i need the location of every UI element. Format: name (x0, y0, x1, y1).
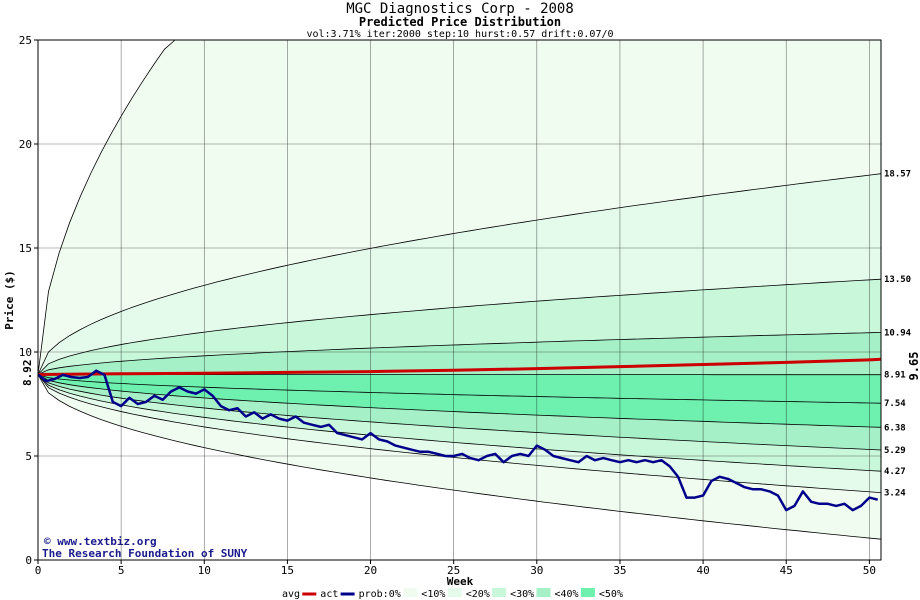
probability-band-1 (38, 173, 881, 375)
legend-label-4: <20% (466, 589, 490, 600)
quantile-curve-7 (37, 374, 882, 451)
price-series (37, 357, 882, 512)
quantile-curve-9 (37, 374, 882, 493)
probability-band-7 (38, 374, 881, 472)
y-axis-ticks: 0 5 10 15 20 25 (19, 34, 38, 567)
quantile-curve-3 (37, 332, 882, 375)
legend-label-5: <30% (510, 589, 534, 600)
y-tick-label-0: 0 (25, 554, 32, 567)
legend-swatch-6 (580, 588, 595, 597)
end-label-8.91: 8.91 (884, 371, 906, 381)
legend-label-3: <10% (421, 589, 445, 600)
legend-swatch-5 (536, 588, 551, 597)
credits: © www.textbiz.org The Research Foundatio… (42, 535, 248, 560)
quantile-curve-5 (37, 374, 882, 404)
legend-label-2: prob:0% (359, 589, 401, 600)
chart-params: vol:3.71% iter:2000 step:10 hurst:0.57 d… (306, 29, 613, 40)
legend-swatch-3 (447, 588, 462, 597)
quantile-curve-1 (37, 173, 882, 375)
end-label-18.57: 18.57 (884, 170, 911, 180)
legend: avg act prob:0% <10% <20% <30% <40% <50% (282, 588, 623, 600)
quantile-curve-8 (37, 374, 882, 472)
quantile-curve-6 (37, 374, 882, 428)
chart-subtitle: Predicted Price Distribution (359, 15, 561, 29)
legend-label-0: avg (282, 589, 300, 600)
x-axis-ticks: 0 5 10 15 20 25 30 35 40 45 50 (35, 560, 876, 577)
probability-bands (38, 40, 881, 560)
legend-label-7: <50% (599, 589, 623, 600)
end-label-5.29: 5.29 (884, 446, 906, 456)
y-tick-label-10: 10 (19, 346, 32, 359)
y-tick-label-15: 15 (19, 242, 32, 255)
probability-band-5 (38, 374, 881, 428)
x-tick-label-20: 20 (364, 564, 377, 577)
credit-url-text: www.textbiz.org (57, 535, 156, 548)
x-tick-label-10: 10 (198, 564, 211, 577)
last-price-label: 9.65 (907, 352, 920, 381)
x-tick-label-35: 35 (613, 564, 626, 577)
probability-band-6 (38, 374, 881, 450)
act-line (37, 369, 879, 512)
x-tick-label-0: 0 (35, 564, 42, 577)
x-tick-label-5: 5 (118, 564, 125, 577)
y-tick-label-5: 5 (25, 450, 32, 463)
probability-band-0 (38, 40, 881, 375)
copyright-glyph: © (44, 535, 57, 548)
probability-band-9 (38, 374, 881, 540)
x-tick-label-40: 40 (696, 564, 709, 577)
end-quantile-labels: 18.57 13.50 10.94 8.91 7.54 6.38 5.29 4.27 3.24 (884, 170, 912, 499)
y-tick-label-20: 20 (19, 138, 32, 151)
x-tick-label-50: 50 (863, 564, 876, 577)
end-label-10.94: 10.94 (884, 328, 912, 338)
y-axis-label: Price ($) (3, 270, 16, 330)
end-label-13.50: 13.50 (884, 275, 911, 285)
end-label-3.24: 3.24 (884, 489, 906, 499)
x-axis-label: Week (447, 575, 474, 588)
credit-org: The Research Foundation of SUNY (42, 547, 248, 560)
x-tick-label-30: 30 (530, 564, 543, 577)
legend-swatch-2 (403, 588, 418, 597)
quantile-curve-2 (37, 278, 882, 375)
probability-band-2 (38, 279, 881, 375)
legend-label-6: <40% (555, 589, 579, 600)
chart-title: MGC Diagnostics Corp - 2008 (346, 1, 574, 17)
x-tick-label-45: 45 (780, 564, 793, 577)
probability-band-4 (38, 374, 881, 404)
x-tick-label-25: 25 (447, 564, 460, 577)
end-label-4.27: 4.27 (884, 467, 906, 477)
end-label-7.54: 7.54 (884, 399, 906, 409)
grid-lines (38, 40, 881, 560)
x-tick-label-15: 15 (281, 564, 294, 577)
quantile-curve-10 (37, 374, 882, 540)
avg-line (37, 357, 882, 376)
credit-url: © www.textbiz.org (44, 535, 157, 548)
y-tick-label-25: 25 (19, 34, 32, 47)
start-price-label: 8.92 (21, 360, 34, 387)
probability-band-8 (38, 374, 881, 493)
plot-frame (37, 39, 882, 561)
legend-swatch-4 (492, 588, 507, 597)
end-label-6.38: 6.38 (884, 423, 906, 433)
legend-label-1: act (320, 589, 338, 600)
